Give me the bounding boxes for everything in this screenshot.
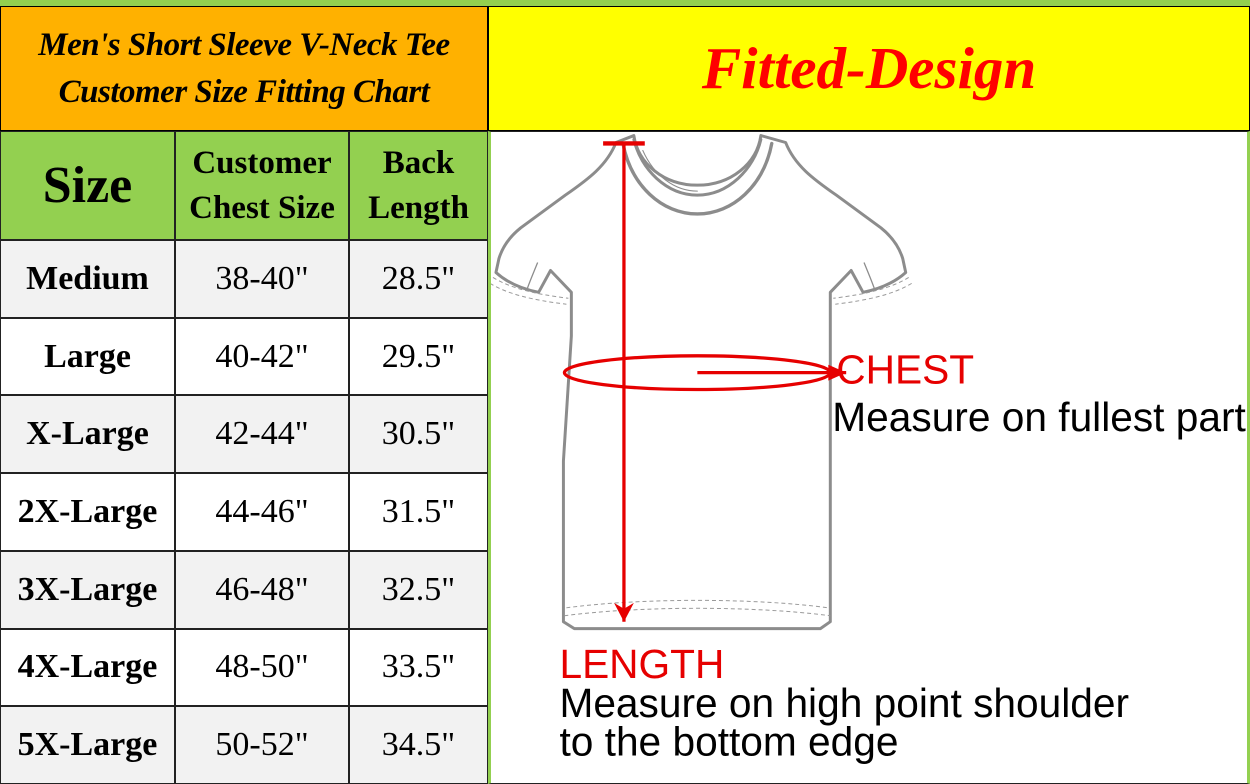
svg-text:Measure on fullest part: Measure on fullest part (832, 394, 1246, 440)
svg-text:to the bottom edge: to the bottom edge (559, 719, 898, 765)
svg-text:CHEST: CHEST (836, 347, 974, 393)
